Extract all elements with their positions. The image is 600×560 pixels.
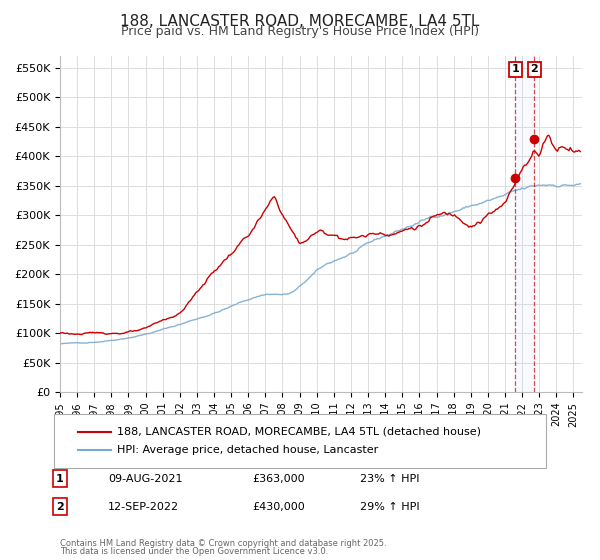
Text: 09-AUG-2021: 09-AUG-2021 (108, 474, 182, 484)
Text: 188, LANCASTER ROAD, MORECAMBE, LA4 5TL (detached house): 188, LANCASTER ROAD, MORECAMBE, LA4 5TL … (117, 427, 481, 437)
Text: 12-SEP-2022: 12-SEP-2022 (108, 502, 179, 512)
Text: HPI: Average price, detached house, Lancaster: HPI: Average price, detached house, Lanc… (117, 445, 378, 455)
Text: Price paid vs. HM Land Registry's House Price Index (HPI): Price paid vs. HM Land Registry's House … (121, 25, 479, 38)
Text: 2: 2 (530, 64, 538, 74)
Text: 2: 2 (56, 502, 64, 512)
Text: 1: 1 (512, 64, 519, 74)
Text: 188, LANCASTER ROAD, MORECAMBE, LA4 5TL: 188, LANCASTER ROAD, MORECAMBE, LA4 5TL (121, 14, 479, 29)
Text: This data is licensed under the Open Government Licence v3.0.: This data is licensed under the Open Gov… (60, 547, 328, 556)
Text: £363,000: £363,000 (252, 474, 305, 484)
Text: £430,000: £430,000 (252, 502, 305, 512)
Text: 23% ↑ HPI: 23% ↑ HPI (360, 474, 419, 484)
Text: Contains HM Land Registry data © Crown copyright and database right 2025.: Contains HM Land Registry data © Crown c… (60, 539, 386, 548)
Bar (515, 56, 534, 392)
Text: 29% ↑ HPI: 29% ↑ HPI (360, 502, 419, 512)
Text: 1: 1 (56, 474, 64, 484)
